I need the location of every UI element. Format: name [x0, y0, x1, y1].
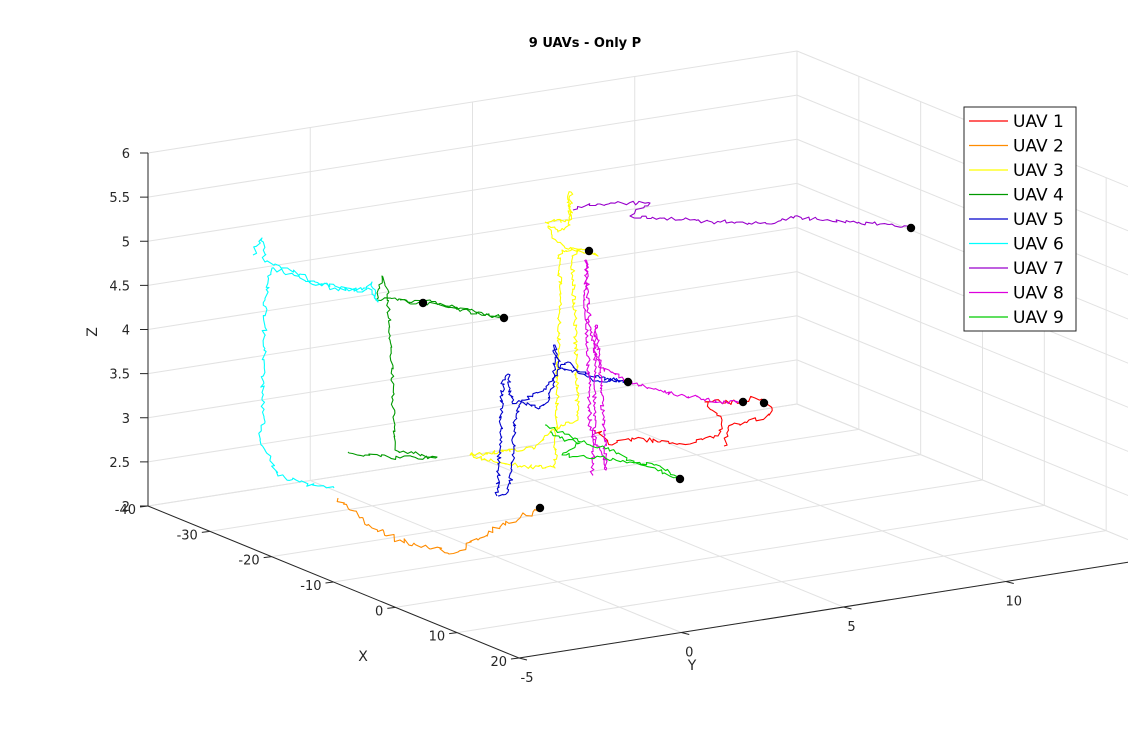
x-tick-mark — [263, 556, 272, 559]
trajectory-uav-5 — [494, 344, 629, 497]
final-position-marker-uav-5 — [623, 377, 633, 387]
grid-line-z-wall — [147, 315, 798, 419]
grid-line-z-wall — [796, 359, 1128, 497]
y-tick-mark — [843, 606, 852, 610]
z-tick-label: 4.5 — [109, 279, 130, 294]
grid-line-z-wall — [796, 182, 1128, 320]
z-tick-label: 3 — [122, 412, 130, 427]
grid-line-z-wall — [147, 359, 798, 463]
final-position-marker-uav-3 — [584, 246, 594, 256]
grid-line-z-wall — [796, 315, 1128, 452]
grid-line-z-wall — [147, 50, 798, 154]
grid-line-y-floor — [472, 454, 844, 608]
y-tick-mark — [1005, 581, 1014, 584]
y-tick-mark — [681, 632, 690, 635]
grid-line-z-wall — [147, 94, 798, 198]
y-tick-label: 10 — [1005, 595, 1022, 610]
z-tick-label: 5.5 — [109, 191, 130, 206]
grid-line-y-floor — [634, 429, 1006, 582]
grid-line-z-wall — [796, 403, 1128, 541]
grid-line-z-wall — [796, 271, 1128, 408]
final-position-marker-uav-7 — [906, 223, 916, 233]
x-tick-mark — [201, 530, 210, 533]
legend-label-uav-6: UAV 6 — [1013, 235, 1064, 255]
trajectory-uav-8 — [583, 259, 744, 476]
trajectory-uav-3 — [469, 191, 599, 470]
z-tick-label: 3.5 — [109, 368, 130, 383]
trajectory-uav-2 — [336, 497, 541, 555]
trajectory-uav-9 — [544, 424, 681, 481]
grid-line-z-wall — [796, 50, 1128, 188]
x-tick-label: -10 — [300, 579, 321, 594]
trajectory-uav-6 — [252, 237, 379, 489]
y-tick-label: -5 — [521, 671, 534, 686]
y-tick-label: 5 — [847, 620, 855, 635]
final-position-markers — [418, 223, 916, 513]
z-tick-label: 4 — [122, 324, 130, 339]
x-tick-mark — [325, 581, 334, 584]
final-position-marker-uav-9 — [675, 474, 685, 484]
legend-label-uav-4: UAV 4 — [1013, 186, 1064, 206]
y-axis-line — [518, 561, 1128, 659]
x-tick-label: -30 — [177, 528, 198, 543]
trajectory-uav-4 — [347, 275, 504, 460]
grid-line-x-floor — [518, 561, 1128, 659]
legend-label-uav-1: UAV 1 — [1013, 112, 1064, 132]
trajectories — [252, 191, 912, 555]
grid-line-z-wall — [147, 227, 798, 330]
z-axis-label: Z — [85, 327, 101, 337]
grid-line-z-wall — [796, 94, 1128, 232]
y-tick-mark — [518, 657, 528, 661]
y-tick-label: 0 — [685, 646, 693, 661]
chart-title: 9 UAVs - Only P — [529, 36, 641, 51]
x-tick-mark — [510, 657, 520, 660]
grid-line-y-floor — [310, 480, 682, 633]
z-tick-label: 5 — [122, 235, 130, 250]
x-axis-label: X — [358, 649, 368, 665]
legend-label-uav-9: UAV 9 — [1013, 308, 1064, 328]
grid-line-z-wall — [796, 138, 1128, 276]
grid-line-z-wall — [147, 271, 798, 375]
z-tick-label: 6 — [122, 147, 130, 162]
final-position-marker-uav-1 — [759, 398, 769, 408]
x-tick-label: -40 — [115, 503, 136, 518]
z-tick-label: 2.5 — [109, 456, 130, 471]
y-axis-label: Y — [687, 658, 697, 674]
grid-line-z-wall — [147, 182, 798, 286]
final-position-marker-uav-8 — [738, 397, 748, 407]
legend-label-uav-8: UAV 8 — [1013, 284, 1064, 304]
x-tick-mark — [449, 632, 458, 635]
axes-box — [139, 152, 1128, 661]
trajectory-uav-1 — [594, 395, 773, 447]
z-tick-label: 2 — [122, 500, 130, 515]
legend-label-uav-7: UAV 7 — [1013, 259, 1064, 279]
tick-labels: -40-30-20-1001020-505101522.533.544.555.… — [109, 147, 1022, 686]
x-tick-label: 10 — [429, 630, 446, 645]
trajectory-uav-7 — [572, 200, 912, 229]
legend-label-uav-2: UAV 2 — [1013, 137, 1064, 157]
legend-label-uav-5: UAV 5 — [1013, 210, 1064, 230]
final-position-marker-uav-2 — [535, 503, 545, 513]
final-position-marker-uav-4b — [418, 298, 428, 308]
legend: UAV 1 UAV 2 UAV 3 UAV 4 UAV 5 UAV 6 UAV 7 UAV 8… — [963, 106, 1077, 332]
final-position-marker-uav-4 — [499, 313, 509, 323]
legend-label-uav-3: UAV 3 — [1013, 161, 1064, 181]
x-tick-label: 20 — [490, 655, 507, 670]
grid-line-z-wall — [147, 138, 798, 242]
x-tick-label: 0 — [375, 604, 383, 619]
x-tick-mark — [387, 606, 396, 609]
x-tick-label: -20 — [238, 554, 259, 569]
grid-line-z-wall — [796, 227, 1128, 364]
grid-line-y-floor — [796, 403, 1128, 541]
